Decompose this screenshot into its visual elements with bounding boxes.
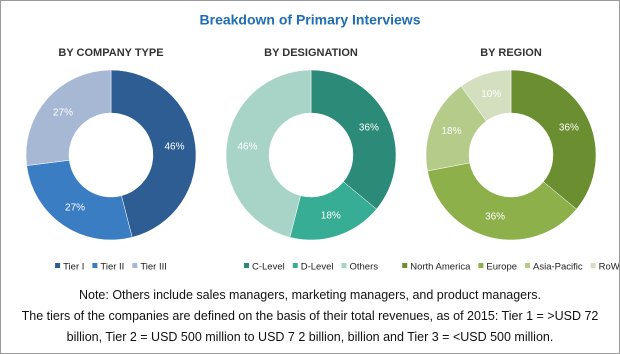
chart-subtitle: BY DESIGNATION bbox=[264, 47, 358, 59]
donut-segment bbox=[510, 69, 597, 210]
legend-label: C-Level bbox=[252, 262, 285, 273]
legend-swatch bbox=[92, 263, 98, 268]
chart: Breakdown of Primary Interviews BY COMPA… bbox=[25, 12, 619, 273]
legend-label: Tier III bbox=[140, 262, 167, 273]
donut-segment bbox=[110, 69, 197, 238]
note: The tiers of the companies are defined o… bbox=[21, 309, 599, 344]
data-label: 36% bbox=[359, 122, 379, 133]
data-label: 27% bbox=[53, 107, 73, 118]
legend-label: Tier I bbox=[63, 262, 84, 273]
data-label: 46% bbox=[237, 142, 257, 153]
data-label: 27% bbox=[65, 203, 85, 214]
data-label: 36% bbox=[485, 212, 505, 223]
donut-segment bbox=[225, 69, 312, 238]
chart-subtitle: BY COMPANY TYPE bbox=[58, 47, 163, 59]
legend-swatch bbox=[243, 263, 249, 268]
legend-label: Asia-Pacific bbox=[533, 262, 583, 273]
donut-segment bbox=[310, 69, 397, 210]
legend-label: Tier II bbox=[100, 262, 124, 273]
legend-swatch bbox=[478, 263, 484, 268]
legend-label: D-Level bbox=[301, 262, 334, 273]
legend-label: RoW bbox=[599, 262, 619, 273]
chart-title: Breakdown of Primary Interviews bbox=[200, 12, 421, 28]
data-label: 36% bbox=[559, 122, 579, 133]
donut-segment bbox=[460, 69, 512, 122]
data-label: 18% bbox=[321, 211, 341, 222]
donut-segment bbox=[427, 162, 577, 241]
legend-label: Europe bbox=[486, 262, 517, 273]
legend-swatch bbox=[590, 263, 596, 268]
legend-swatch bbox=[132, 263, 138, 268]
data-label: 46% bbox=[164, 142, 184, 153]
legend-label: North America bbox=[410, 262, 471, 273]
data-label: 10% bbox=[481, 89, 501, 100]
note: Note: Others include sales managers, mar… bbox=[78, 288, 542, 302]
legend-swatch bbox=[525, 263, 531, 268]
notes: Note: Others include sales managers, mar… bbox=[7, 285, 613, 348]
legend-label: Others bbox=[349, 262, 378, 273]
donut-segment bbox=[25, 69, 112, 166]
chart-subtitle: BY REGION bbox=[480, 47, 542, 59]
donut-segment bbox=[26, 159, 133, 241]
legend-swatch bbox=[55, 263, 61, 268]
data-label: 18% bbox=[441, 126, 461, 137]
legend-swatch bbox=[292, 263, 298, 268]
legend-swatch bbox=[341, 263, 347, 268]
legend-swatch bbox=[402, 263, 408, 268]
